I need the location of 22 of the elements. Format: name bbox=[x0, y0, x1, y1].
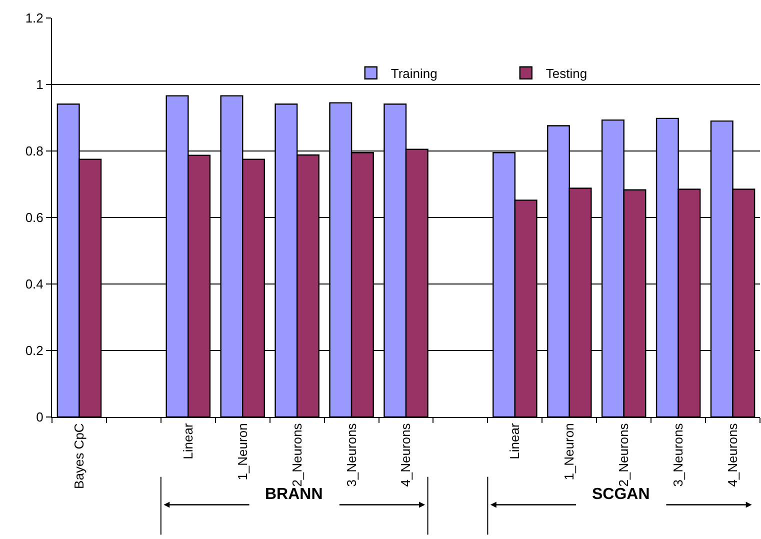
x-tick-label: 4_Neurons bbox=[724, 422, 740, 487]
x-tick-label: 1_Neuron bbox=[234, 423, 250, 480]
y-tick-label: 0.2 bbox=[25, 343, 44, 358]
legend-label: Training bbox=[390, 66, 438, 81]
x-tick-label: Linear bbox=[180, 422, 196, 460]
x-tick-label: 2_Neurons bbox=[289, 422, 304, 487]
x-tick-label: Linear bbox=[507, 422, 522, 460]
text: SCGAN bbox=[592, 486, 650, 503]
y-tick-label: 1.2 bbox=[25, 10, 44, 26]
text: BRANN bbox=[265, 486, 323, 503]
x-tick-label: 4_Neurons bbox=[398, 422, 414, 487]
x-tick-label: 1_Neuron bbox=[562, 423, 577, 480]
x-tick-label: Bayes CpC bbox=[71, 423, 86, 489]
x-tick-label: 3_Neurons bbox=[670, 422, 686, 487]
y-tick-label: 0.4 bbox=[25, 276, 44, 292]
y-tick-label: 0 bbox=[36, 410, 44, 425]
y-tick-label: 1 bbox=[36, 77, 44, 92]
legend-label: Testing bbox=[546, 66, 588, 81]
y-tick-label: 0.6 bbox=[25, 210, 44, 226]
x-tick-label: 2_Neurons bbox=[616, 422, 632, 487]
x-tick-label: 3_Neurons bbox=[344, 422, 359, 487]
y-tick-label: 0.8 bbox=[25, 144, 44, 159]
